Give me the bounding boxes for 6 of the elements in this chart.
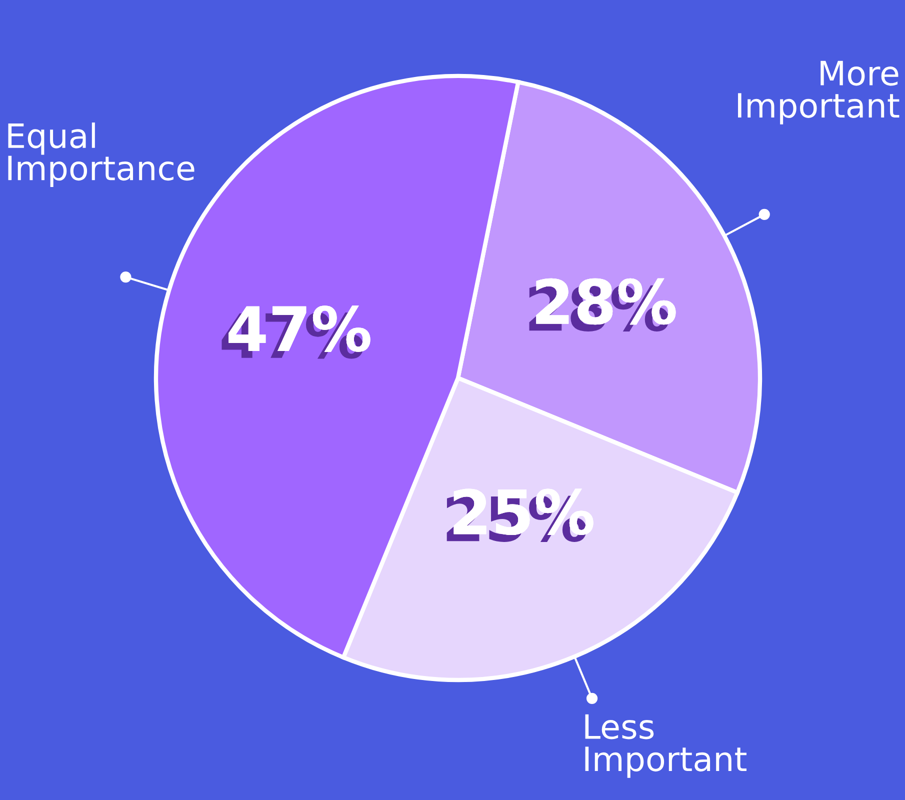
slice-label: More Important (738, 60, 900, 124)
slice-label: Equal Importance (8, 122, 194, 188)
data-label: 47% (222, 306, 370, 359)
data-label: 28% (529, 278, 676, 332)
slice-label: Less Important (585, 714, 746, 778)
data-label: 25% (446, 488, 594, 542)
